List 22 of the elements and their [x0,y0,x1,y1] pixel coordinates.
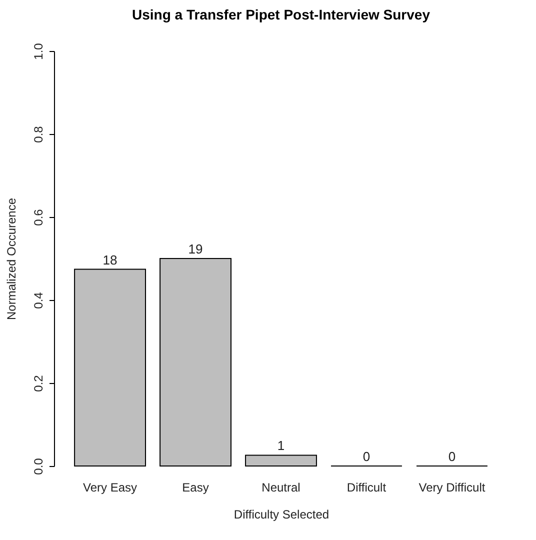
x-tick-label: Very Difficult [418,480,486,494]
y-tick-label: 1.0 [32,42,46,60]
bar [74,268,146,466]
x-tick-label: Very Easy [83,480,138,494]
x-tick-label: Easy [182,480,209,494]
bar [245,454,317,466]
y-tick-label: 0.0 [32,458,46,475]
chart-title: Using a Transfer Pipet Post-Interview Survey [132,6,430,23]
annotation: 18 [102,252,118,268]
y-tick-label: 0.2 [32,374,46,392]
x-tick-label: Neutral [262,480,300,494]
y-axis-title: Normalized Occurence [4,198,18,320]
bar [160,258,232,466]
annotation: 19 [188,242,203,256]
y-tick-label: 0.8 [32,126,46,143]
annotation: 1 [277,438,285,454]
x-axis-title: Difficulty Selected [234,508,330,522]
y-tick-label: 0.4 [32,292,46,309]
y-tick-label: 0.6 [32,208,46,226]
x-tick-label: Difficult [346,480,387,494]
annotation: 0 [448,449,456,464]
annotation: 0 [362,449,370,464]
